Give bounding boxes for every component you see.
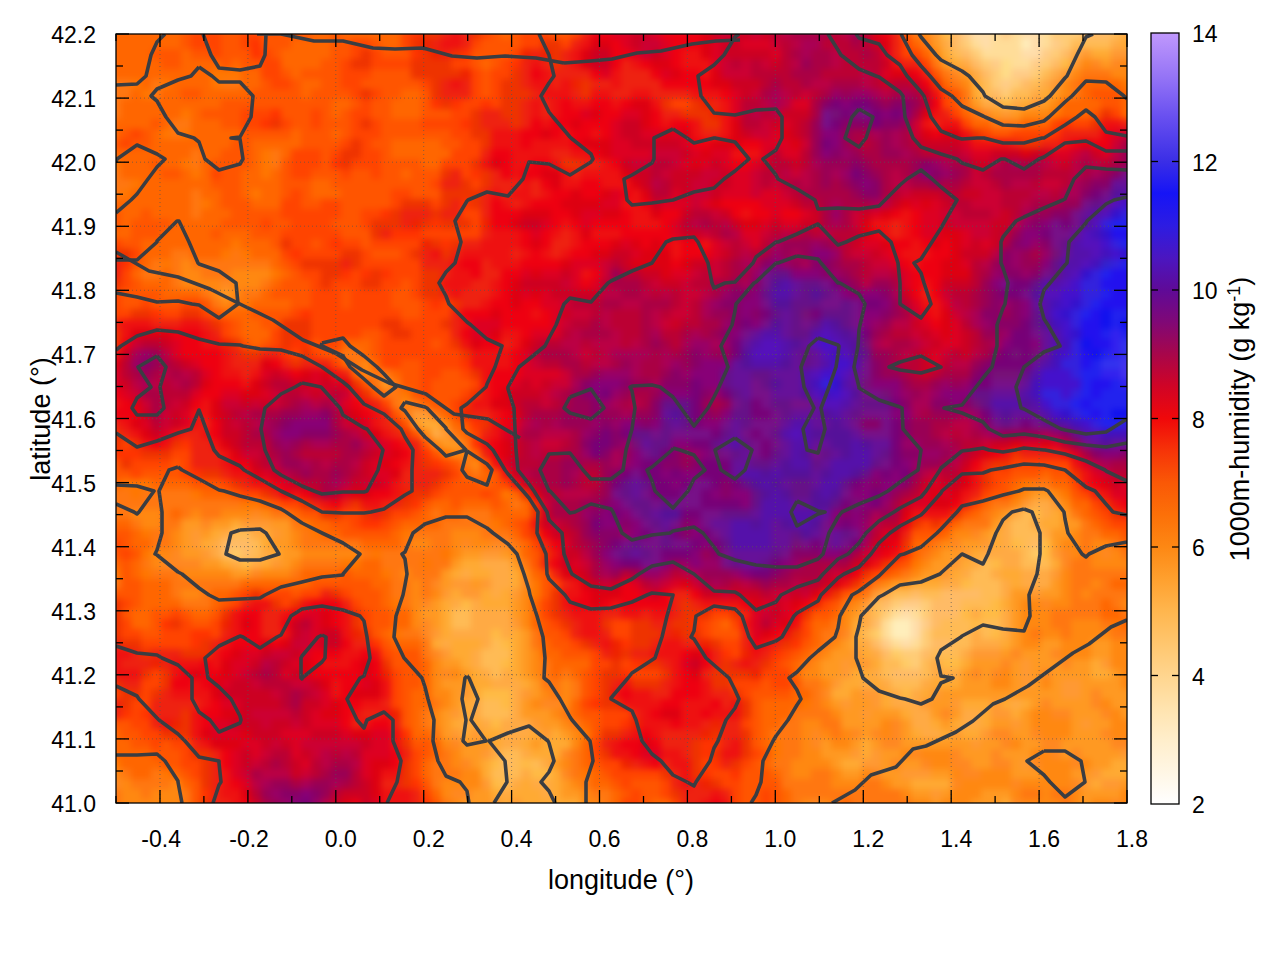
svg-text:1.6: 1.6 [1028, 826, 1060, 852]
svg-text:-0.2: -0.2 [229, 826, 269, 852]
svg-text:longitude (°): longitude (°) [548, 865, 694, 895]
svg-text:10: 10 [1192, 278, 1218, 304]
svg-text:41.8: 41.8 [51, 278, 96, 304]
svg-text:1000m-humidity (g kg-1): 1000m-humidity (g kg-1) [1224, 277, 1255, 562]
svg-text:42.0: 42.0 [51, 150, 96, 176]
svg-text:1.0: 1.0 [764, 826, 796, 852]
svg-text:2: 2 [1192, 792, 1205, 818]
svg-text:1.2: 1.2 [852, 826, 884, 852]
svg-text:8: 8 [1192, 407, 1205, 433]
svg-text:41.3: 41.3 [51, 599, 96, 625]
svg-text:41.1: 41.1 [51, 727, 96, 753]
svg-text:0.8: 0.8 [676, 826, 708, 852]
svg-text:1.8: 1.8 [1116, 826, 1148, 852]
svg-text:6: 6 [1192, 535, 1205, 561]
svg-text:41.0: 41.0 [51, 791, 96, 817]
svg-text:0.4: 0.4 [501, 826, 533, 852]
svg-text:42.1: 42.1 [51, 86, 96, 112]
svg-text:1.4: 1.4 [940, 826, 972, 852]
svg-text:42.2: 42.2 [51, 22, 96, 48]
svg-text:41.7: 41.7 [51, 342, 96, 368]
svg-text:0.6: 0.6 [589, 826, 621, 852]
svg-text:41.2: 41.2 [51, 663, 96, 689]
svg-text:0.0: 0.0 [325, 826, 357, 852]
svg-text:-0.4: -0.4 [141, 826, 181, 852]
svg-text:12: 12 [1192, 150, 1218, 176]
svg-text:latitude (°): latitude (°) [26, 357, 56, 480]
svg-text:0.2: 0.2 [413, 826, 445, 852]
svg-text:4: 4 [1192, 664, 1205, 690]
svg-text:14: 14 [1192, 21, 1218, 47]
svg-text:41.6: 41.6 [51, 407, 96, 433]
svg-text:41.9: 41.9 [51, 214, 96, 240]
svg-text:41.4: 41.4 [51, 535, 96, 561]
svg-text:41.5: 41.5 [51, 471, 96, 497]
